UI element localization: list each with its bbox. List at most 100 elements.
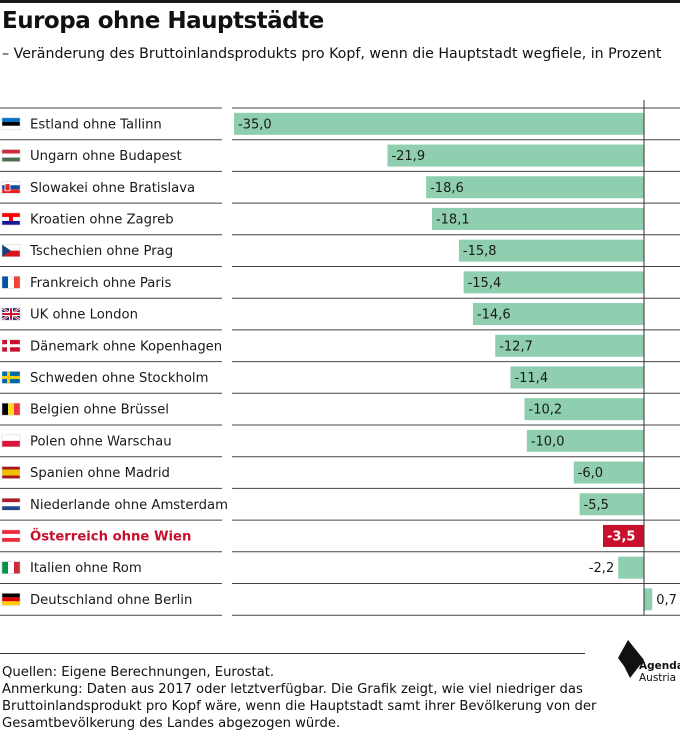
flag-border [1, 498, 21, 511]
croatia-flag-icon [1, 212, 21, 226]
flag-stripe [2, 469, 20, 476]
category-label: Tschechien ohne Prag [29, 244, 173, 259]
flag-stripe [2, 220, 20, 225]
flag-stripe [8, 276, 14, 289]
flag-stripe [14, 276, 20, 289]
bar [387, 144, 644, 167]
flag-stripe [2, 529, 20, 534]
flag-stripe [2, 181, 20, 186]
category-label: Deutschland ohne Berlin [30, 593, 192, 608]
top-rule [0, 0, 680, 3]
flag-border [1, 593, 21, 606]
flag-cross [2, 375, 20, 379]
bar [526, 429, 644, 452]
bar [431, 207, 644, 230]
category-label: Kroatien ohne Zagreb [30, 212, 174, 227]
italy-flag-icon [1, 561, 21, 574]
flag-border [1, 466, 21, 479]
flag-stripe [2, 189, 20, 194]
logo-line1: Agenda [639, 660, 680, 672]
estonia-flag-icon [1, 117, 21, 131]
bar [472, 303, 644, 326]
data-label: -10,0 [531, 434, 565, 449]
data-label: -12,7 [499, 339, 533, 354]
flag-stripe [2, 440, 20, 447]
footer-rule [0, 653, 585, 654]
flag-stripe [14, 561, 20, 574]
data-label: -35,0 [238, 117, 272, 132]
flag-stripe [2, 498, 20, 503]
netherlands-flag-icon [1, 498, 21, 511]
bar-chart: Estland ohne Tallinn -35,0 Ungarn ohne Bud… [0, 100, 680, 616]
category-label: Polen ohne Warschau [30, 434, 172, 449]
bar [495, 334, 644, 357]
sources-text: Quellen: Eigene Berechnungen, Eurostat. [2, 665, 275, 680]
flag-stripe [2, 149, 20, 154]
flag-border [1, 371, 21, 384]
czechia-flag-icon [1, 244, 21, 257]
flag-border [1, 244, 21, 257]
logo-text: Agenda Austria [639, 660, 680, 684]
data-label: -10,2 [529, 403, 563, 418]
flag-stripe [14, 403, 20, 416]
category-label: Spanien ohne Madrid [30, 466, 170, 481]
germany-flag-icon [1, 593, 21, 606]
bar [510, 366, 644, 389]
category-label: Niederlande ohne Amsterdam [30, 498, 228, 513]
flag-triangle [2, 244, 11, 257]
category-label: Österreich ohne Wien [30, 526, 191, 544]
category-label: UK ohne London [30, 308, 138, 323]
flag-stripe [2, 153, 20, 158]
agenda-austria-logo-icon [618, 640, 644, 678]
flag-border [1, 117, 21, 131]
bar [579, 493, 644, 516]
flag-stripe [2, 403, 8, 416]
flag-border [1, 149, 21, 162]
flag-stripe [2, 466, 20, 470]
flag-cross [2, 313, 20, 316]
flag-stripe [8, 403, 14, 416]
data-label: 0,7 [656, 593, 677, 608]
logo-line2: Austria [639, 672, 677, 684]
flag-border [1, 212, 21, 226]
flag-stripe [2, 597, 20, 602]
flag-emblem [9, 215, 13, 221]
data-label: -18,1 [436, 212, 470, 227]
data-label: -18,6 [430, 181, 464, 196]
hungary-flag-icon [1, 149, 21, 162]
flag-stripe [2, 601, 20, 606]
chart-subtitle: – Veränderung des Bruttoinlandsprodukts … [2, 46, 662, 62]
bar [234, 112, 644, 135]
flag-stripe [2, 593, 20, 598]
flag-border [1, 529, 21, 543]
data-label: -11,4 [514, 371, 548, 386]
flag-stripe [2, 121, 20, 126]
flag-border [1, 181, 21, 194]
flag-stripe [2, 185, 20, 190]
category-label: Ungarn ohne Budapest [30, 149, 182, 164]
data-label: -21,9 [391, 149, 425, 164]
flag-stripe [2, 506, 20, 511]
bar [573, 461, 644, 484]
flag-stripe [2, 276, 8, 289]
flag-stripe [2, 250, 20, 257]
slovakia-flag-icon [1, 181, 21, 194]
data-label: -15,4 [468, 276, 502, 291]
category-label: Estland ohne Tallinn [30, 117, 162, 132]
spain-flag-icon [1, 466, 21, 479]
austria-flag-icon [1, 529, 21, 543]
data-label: -15,8 [463, 244, 497, 259]
france-flag-icon [1, 276, 21, 289]
bar [644, 588, 653, 611]
bar [426, 176, 644, 199]
flag-stripe [2, 502, 20, 507]
flag-border [1, 339, 21, 352]
flag-stripe [2, 125, 20, 130]
flag-cross [2, 344, 20, 348]
data-label: -3,5 [607, 529, 635, 544]
flag-border [1, 561, 21, 574]
flag-border [1, 307, 21, 321]
flag-stripe [2, 157, 20, 162]
bar [618, 556, 644, 579]
footer: Quellen: Eigene Berechnungen, Eurostat. … [2, 664, 602, 732]
